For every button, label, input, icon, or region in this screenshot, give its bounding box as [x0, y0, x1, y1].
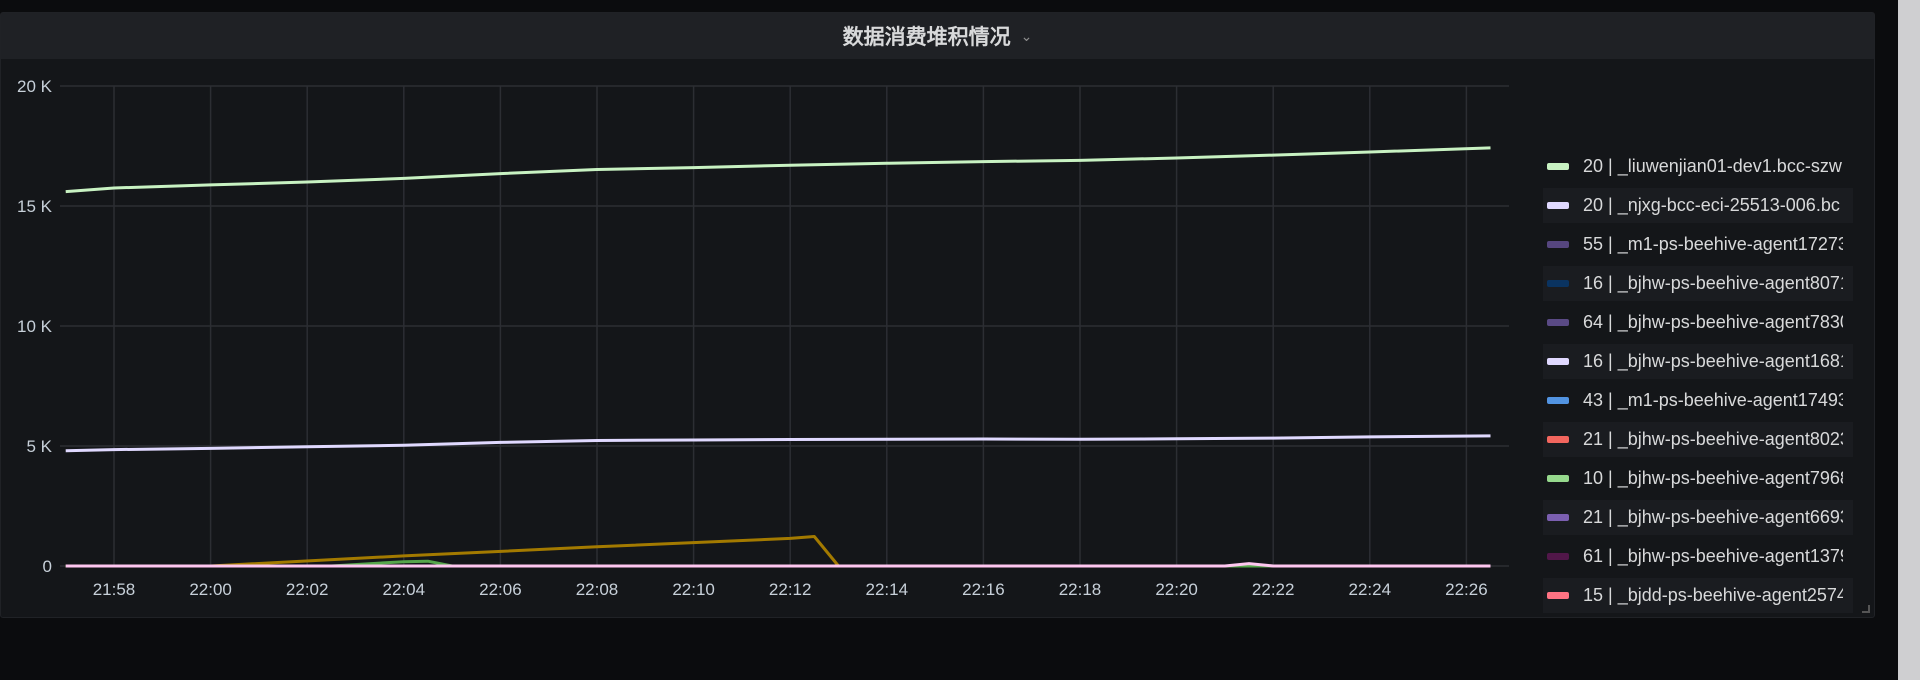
- legend-swatch-icon[interactable]: [1547, 358, 1569, 365]
- legend-item[interactable]: 21 | _bjhw-ps-beehive-agent8023: [1543, 422, 1853, 457]
- legend-label[interactable]: 21 | _bjhw-ps-beehive-agent6693: [1583, 507, 1843, 527]
- y-tick-label: 0: [43, 557, 52, 576]
- legend-swatch-icon[interactable]: [1547, 475, 1569, 482]
- legend-swatch-icon[interactable]: [1547, 592, 1569, 599]
- legend-item[interactable]: 43 | _m1-ps-beehive-agent17493: [1543, 383, 1853, 418]
- legend-label[interactable]: 55 | _m1-ps-beehive-agent17273: [1583, 234, 1843, 254]
- x-tick-label: 22:00: [189, 580, 232, 599]
- legend-label[interactable]: 64 | _bjhw-ps-beehive-agent7830: [1583, 312, 1843, 332]
- legend-item[interactable]: 64 | _bjhw-ps-beehive-agent7830: [1543, 305, 1853, 340]
- x-tick-label: 22:10: [672, 580, 715, 599]
- legend-label[interactable]: 10 | _bjhw-ps-beehive-agent7968: [1583, 468, 1843, 488]
- legend-item[interactable]: 55 | _m1-ps-beehive-agent17273: [1543, 227, 1853, 262]
- y-tick-label: 10 K: [17, 317, 53, 336]
- x-tick-label: 22:16: [962, 580, 1005, 599]
- x-tick-label: 22:22: [1252, 580, 1295, 599]
- legend-swatch-icon[interactable]: [1547, 436, 1569, 443]
- legend-label[interactable]: 16 | _bjhw-ps-beehive-agent1681: [1583, 351, 1843, 371]
- x-tick-label: 22:04: [383, 580, 426, 599]
- legend-item[interactable]: 16 | _bjhw-ps-beehive-agent8071: [1543, 266, 1853, 301]
- scrollbar[interactable]: [1898, 0, 1920, 680]
- legend-label[interactable]: 20 | _liuwenjian01-dev1.bcc-szw: [1583, 156, 1842, 176]
- legend-item[interactable]: 20 | _njxg-bcc-eci-25513-006.bc: [1543, 188, 1853, 223]
- legend-label[interactable]: 16 | _bjhw-ps-beehive-agent8071: [1583, 273, 1843, 293]
- legend[interactable]: 20 | _liuwenjian01-dev1.bcc-szw 20 | _njx…: [1543, 149, 1863, 617]
- legend-swatch-icon[interactable]: [1547, 163, 1569, 170]
- legend-swatch-icon[interactable]: [1547, 241, 1569, 248]
- legend-item[interactable]: 15 | _bjdd-ps-beehive-agent2574: [1543, 578, 1853, 613]
- x-tick-label: 22:24: [1349, 580, 1392, 599]
- series-line-1: [65, 434, 1491, 453]
- chart-panel: 数据消费堆积情况 ⌄ 20 | _liuwenjian01-dev1.bcc-s…: [0, 12, 1875, 618]
- legend-swatch-icon[interactable]: [1547, 280, 1569, 287]
- y-tick-label: 5 K: [26, 437, 52, 456]
- legend-label[interactable]: 20 | _njxg-bcc-eci-25513-006.bc: [1583, 195, 1840, 215]
- legend-swatch-icon[interactable]: [1547, 553, 1569, 560]
- legend-item[interactable]: 21 | _bjhw-ps-beehive-agent6693: [1543, 500, 1853, 535]
- chevron-down-icon[interactable]: ⌄: [1020, 27, 1033, 44]
- y-tick-label: 15 K: [17, 197, 53, 216]
- legend-label[interactable]: 61 | _bjhw-ps-beehive-agent1379: [1583, 546, 1843, 566]
- resize-handle-icon[interactable]: [1862, 605, 1870, 613]
- legend-item[interactable]: 20 | _liuwenjian01-dev1.bcc-szw: [1543, 149, 1853, 184]
- legend-label[interactable]: 21 | _bjhw-ps-beehive-agent8023: [1583, 429, 1843, 449]
- x-tick-label: 22:02: [286, 580, 329, 599]
- legend-label[interactable]: 15 | _bjdd-ps-beehive-agent2574: [1583, 585, 1843, 605]
- legend-swatch-icon[interactable]: [1547, 397, 1569, 404]
- y-tick-label: 20 K: [17, 77, 53, 96]
- legend-item[interactable]: 61 | _bjhw-ps-beehive-agent1379: [1543, 539, 1853, 574]
- x-tick-label: 22:08: [576, 580, 619, 599]
- x-tick-label: 22:14: [866, 580, 909, 599]
- panel-header[interactable]: 数据消费堆积情况 ⌄: [1, 13, 1874, 59]
- panel-title[interactable]: 数据消费堆积情况: [842, 26, 1011, 49]
- series-line-4: [65, 562, 1491, 568]
- series-line-0: [65, 146, 1491, 194]
- x-tick-label: 22:12: [769, 580, 812, 599]
- x-tick-label: 22:20: [1155, 580, 1198, 599]
- x-tick-label: 21:58: [93, 580, 136, 599]
- x-tick-label: 22:18: [1059, 580, 1102, 599]
- x-tick-label: 22:06: [479, 580, 522, 599]
- series-line-2: [65, 535, 1491, 568]
- legend-item[interactable]: 10 | _bjhw-ps-beehive-agent7968: [1543, 461, 1853, 496]
- legend-swatch-icon[interactable]: [1547, 202, 1569, 209]
- legend-item[interactable]: 16 | _bjhw-ps-beehive-agent1681: [1543, 344, 1853, 379]
- legend-label[interactable]: 43 | _m1-ps-beehive-agent17493: [1583, 390, 1843, 410]
- legend-swatch-icon[interactable]: [1547, 514, 1569, 521]
- legend-swatch-icon[interactable]: [1547, 319, 1569, 326]
- x-tick-label: 22:26: [1445, 580, 1488, 599]
